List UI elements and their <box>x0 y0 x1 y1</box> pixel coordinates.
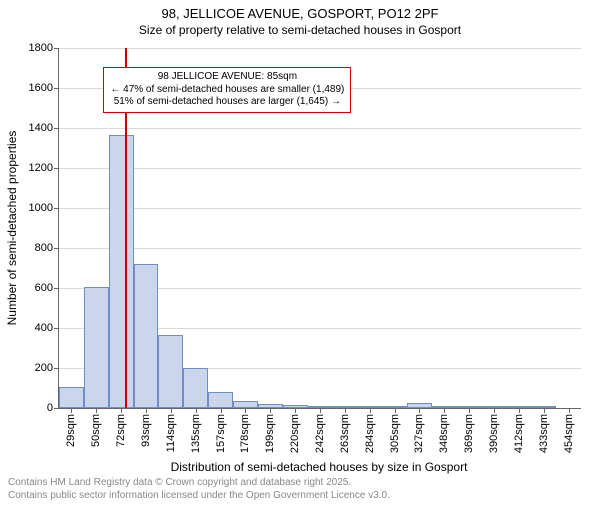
footer-line-1: Contains HM Land Registry data © Crown c… <box>8 477 390 490</box>
annotation-box: 98 JELLICOE AVENUE: 85sqm← 47% of semi-d… <box>103 67 351 113</box>
ytick-label: 600 <box>35 282 53 294</box>
xtick-label: 135sqm <box>190 414 202 453</box>
xtick-label: 50sqm <box>90 414 102 447</box>
xtick-label: 220sqm <box>289 414 301 453</box>
xtick-mark <box>345 408 346 413</box>
xtick-label: 157sqm <box>215 414 227 453</box>
xtick-mark <box>569 408 570 413</box>
xtick-label: 72sqm <box>115 414 127 447</box>
xtick-mark <box>419 408 420 413</box>
histogram-bar <box>84 287 109 408</box>
xtick-label: 263sqm <box>339 414 351 453</box>
xtick-label: 199sqm <box>264 414 276 453</box>
xtick-label: 327sqm <box>413 414 425 453</box>
xtick-label: 284sqm <box>364 414 376 453</box>
ytick-label: 200 <box>35 362 53 374</box>
gridline <box>59 48 581 49</box>
ytick-mark <box>54 368 59 369</box>
xtick-mark <box>544 408 545 413</box>
ytick-mark <box>54 408 59 409</box>
chart-footer: Contains HM Land Registry data © Crown c… <box>8 477 390 502</box>
ytick-label: 400 <box>35 322 53 334</box>
ytick-label: 1400 <box>29 122 53 134</box>
xtick-label: 242sqm <box>314 414 326 453</box>
xtick-mark <box>444 408 445 413</box>
xtick-label: 454sqm <box>563 414 575 453</box>
xtick-mark <box>494 408 495 413</box>
ytick-mark <box>54 88 59 89</box>
histogram-bar <box>233 401 258 408</box>
plot-area: 02004006008001000120014001600180029sqm50… <box>58 48 581 409</box>
ytick-label: 1000 <box>29 202 53 214</box>
histogram-bar <box>109 135 134 408</box>
xtick-mark <box>395 408 396 413</box>
xtick-mark <box>121 408 122 413</box>
xtick-mark <box>320 408 321 413</box>
xtick-label: 178sqm <box>239 414 251 453</box>
ytick-mark <box>54 168 59 169</box>
xtick-label: 412sqm <box>513 414 525 453</box>
ytick-mark <box>54 128 59 129</box>
chart-container: 98, JELLICOE AVENUE, GOSPORT, PO12 2PF S… <box>0 6 600 506</box>
xtick-mark <box>370 408 371 413</box>
annotation-line: 98 JELLICOE AVENUE: 85sqm <box>110 71 344 84</box>
ytick-label: 1200 <box>29 162 53 174</box>
xtick-label: 29sqm <box>65 414 77 447</box>
gridline <box>59 208 581 209</box>
xtick-mark <box>71 408 72 413</box>
xtick-mark <box>196 408 197 413</box>
xtick-mark <box>245 408 246 413</box>
xtick-mark <box>270 408 271 413</box>
xtick-mark <box>146 408 147 413</box>
xtick-mark <box>295 408 296 413</box>
xtick-label: 433sqm <box>538 414 550 453</box>
y-axis-label: Number of semi-detached properties <box>5 131 19 326</box>
xtick-mark <box>519 408 520 413</box>
annotation-line: 51% of semi-detached houses are larger (… <box>110 96 344 109</box>
ytick-label: 800 <box>35 242 53 254</box>
xtick-label: 305sqm <box>389 414 401 453</box>
chart-title: 98, JELLICOE AVENUE, GOSPORT, PO12 2PF <box>0 6 600 21</box>
footer-line-2: Contains public sector information licen… <box>8 490 390 503</box>
histogram-bar <box>183 368 208 408</box>
xtick-mark <box>469 408 470 413</box>
xtick-mark <box>221 408 222 413</box>
histogram-bar <box>208 392 233 408</box>
xtick-label: 114sqm <box>165 414 177 452</box>
xtick-mark <box>171 408 172 413</box>
xtick-mark <box>96 408 97 413</box>
ytick-mark <box>54 248 59 249</box>
annotation-line: ← 47% of semi-detached houses are smalle… <box>110 84 344 97</box>
xtick-label: 348sqm <box>438 414 450 453</box>
gridline <box>59 248 581 249</box>
histogram-bar <box>134 264 159 408</box>
gridline <box>59 168 581 169</box>
ytick-mark <box>54 288 59 289</box>
ytick-label: 0 <box>47 402 53 414</box>
xtick-label: 93sqm <box>140 414 152 447</box>
ytick-label: 1600 <box>29 82 53 94</box>
histogram-bar <box>59 387 84 408</box>
gridline <box>59 128 581 129</box>
ytick-mark <box>54 48 59 49</box>
histogram-bar <box>158 335 183 408</box>
ytick-mark <box>54 328 59 329</box>
ytick-mark <box>54 208 59 209</box>
xtick-label: 369sqm <box>463 414 475 453</box>
ytick-label: 1800 <box>29 42 53 54</box>
x-axis-label: Distribution of semi-detached houses by … <box>171 460 468 474</box>
chart-subtitle: Size of property relative to semi-detach… <box>0 23 600 37</box>
xtick-label: 390sqm <box>488 414 500 453</box>
